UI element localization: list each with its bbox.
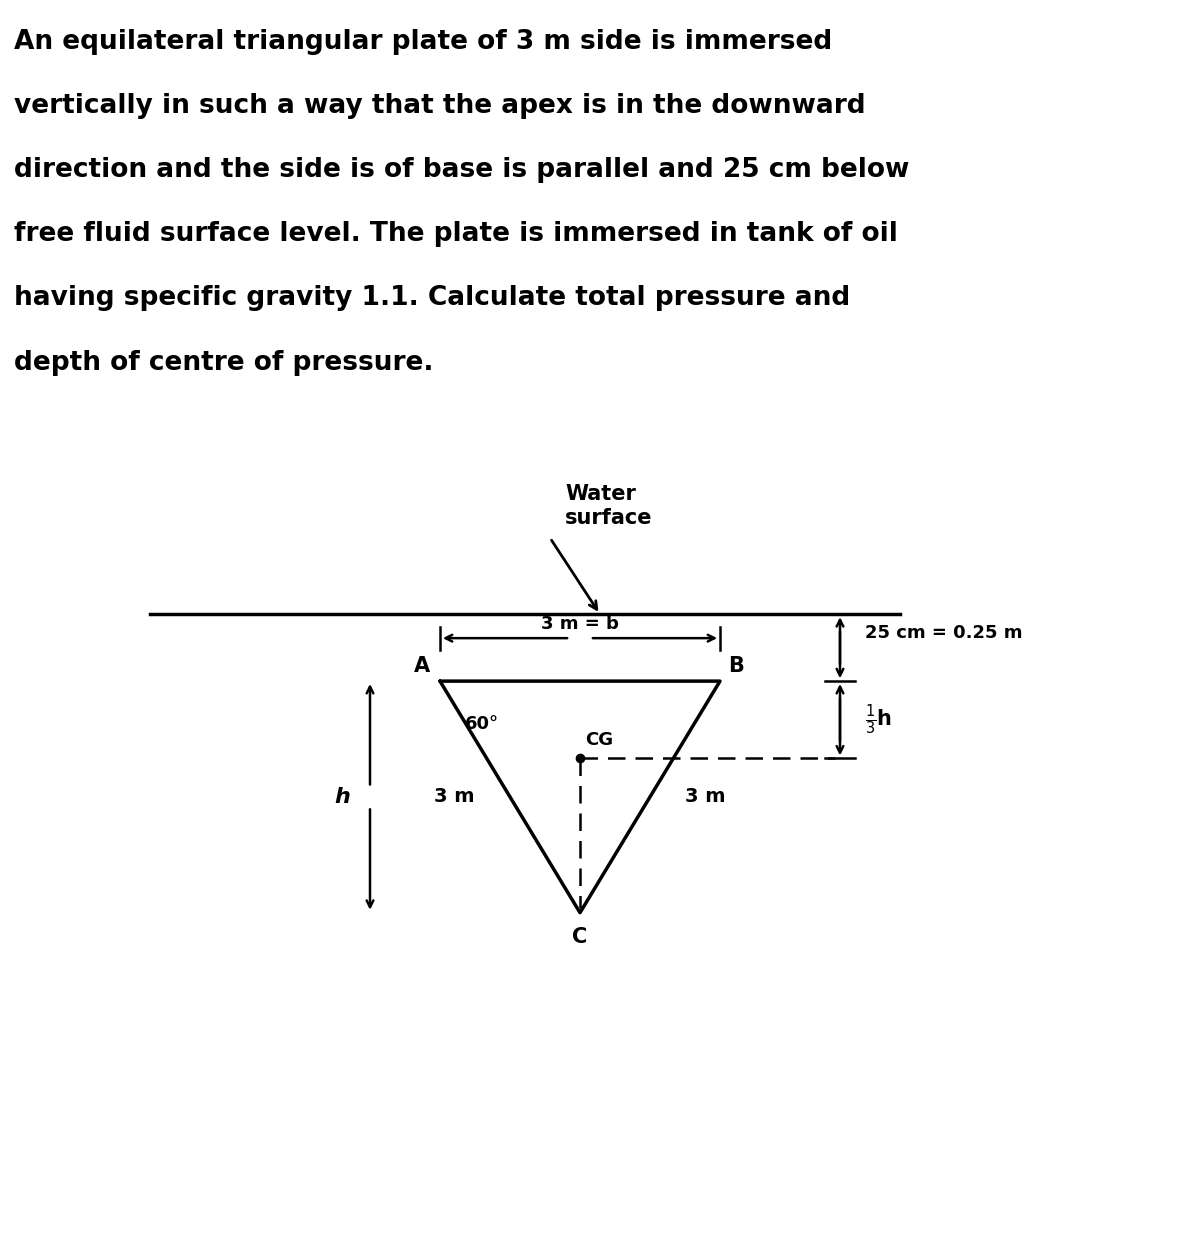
Text: having specific gravity 1.1. Calculate total pressure and: having specific gravity 1.1. Calculate t…	[14, 285, 851, 311]
Text: depth of centre of pressure.: depth of centre of pressure.	[14, 350, 434, 375]
Text: 60°: 60°	[466, 715, 499, 732]
Text: Water
surface: Water surface	[565, 484, 653, 529]
Text: 3 m = b: 3 m = b	[541, 615, 619, 634]
Text: B: B	[728, 656, 744, 677]
Text: CG: CG	[586, 731, 613, 748]
Text: 3 m: 3 m	[685, 788, 726, 806]
Text: An equilateral triangular plate of 3 m side is immersed: An equilateral triangular plate of 3 m s…	[14, 28, 833, 56]
Text: h: h	[334, 787, 350, 806]
Text: A: A	[414, 656, 430, 677]
Text: direction and the side is of base is parallel and 25 cm below: direction and the side is of base is par…	[14, 157, 910, 183]
Text: $\frac{1}{3}$h: $\frac{1}{3}$h	[865, 703, 892, 737]
Text: 25 cm = 0.25 m: 25 cm = 0.25 m	[865, 625, 1022, 642]
Text: C: C	[572, 927, 588, 947]
Text: free fluid surface level. The plate is immersed in tank of oil: free fluid surface level. The plate is i…	[14, 221, 899, 247]
Text: vertically in such a way that the apex is in the downward: vertically in such a way that the apex i…	[14, 93, 866, 119]
Text: 3 m: 3 m	[434, 788, 475, 806]
